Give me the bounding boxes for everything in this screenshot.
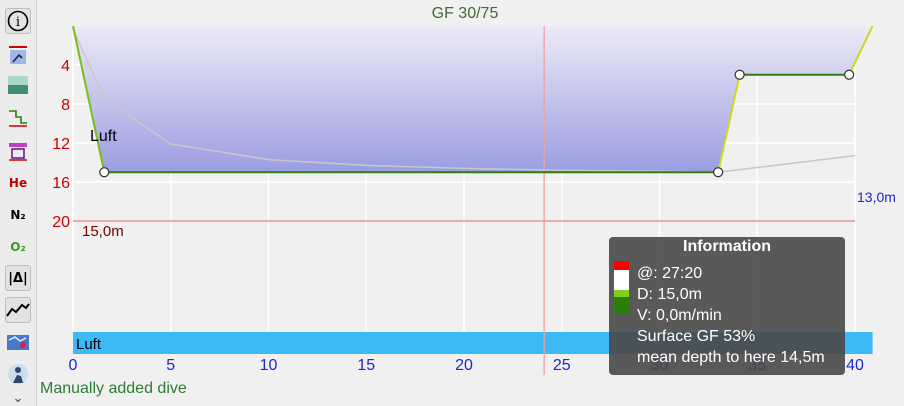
diver-toggle[interactable] [5,361,31,387]
diver-icon [7,363,29,385]
depth-area [73,26,873,173]
max-depth-label: 15,0m [82,223,124,240]
more-toggle[interactable]: ⌄ [5,391,31,405]
info-icon: i [7,10,29,32]
info-mean-depth: mean depth to here 14,5m [637,349,825,366]
info-title: Information [683,238,771,255]
profile-lines [72,25,874,375]
x-tick-label: 25 [553,357,571,374]
dive-status-text: Manually added dive [40,380,187,397]
ruler-icon: |Δ| [8,270,28,286]
scale-icon [6,299,30,321]
profile-markers[interactable] [99,69,855,178]
depth-profile-segment [72,25,106,173]
ruler-toggle[interactable]: |Δ| [5,265,31,291]
x-tick-label: 10 [260,357,278,374]
y-tick-label: 8 [61,97,70,114]
waypoint-handle[interactable] [99,167,110,178]
o2-toggle[interactable]: O₂ [5,234,31,260]
o2-icon: O₂ [10,240,26,254]
gas-bar-label: Luft [76,336,102,353]
y-tick-label: 4 [61,58,70,75]
more-icon: ⌄ [12,390,24,406]
info-velocity: V: 0,0m/min [637,307,722,324]
scale-toggle[interactable] [5,297,31,323]
depth-profile-segment [848,25,874,76]
info-time: @: 27:20 [637,265,703,282]
gas-pressure-icon [614,261,629,313]
y-tick-label: 20 [52,214,70,231]
calculated-ceiling-icon [7,107,29,129]
x-tick-label: 0 [69,357,78,374]
profile-toolbar: i He N₂ O₂ |Δ| ⌄ [0,0,37,406]
info-surface-gf: Surface GF 53% [637,328,756,345]
information-popup: Information @: 27:20 D: 15,0m V: 0,0m/mi… [609,237,845,375]
y-tick-label: 16 [52,175,70,192]
map-icon [6,331,30,353]
tissue-toggle[interactable] [5,138,31,164]
svg-text:i: i [16,15,20,30]
depth-profile-segment [717,74,741,173]
n2-icon: N₂ [10,208,26,222]
ascent-icon [7,44,29,66]
x-tick-label: 40 [846,357,864,374]
x-tick-label: 5 [166,357,175,374]
waypoint-handle[interactable] [734,69,745,80]
info-depth: D: 15,0m [637,286,702,303]
ceiling-toggle[interactable] [5,72,31,98]
surface-depth-label: 13,0m [857,189,896,205]
waypoint-handle[interactable] [844,69,855,80]
calculated-ceiling-toggle[interactable] [5,105,31,131]
he-icon: He [8,176,28,190]
gf-label: GF 30/75 [432,5,499,22]
ceiling-icon [7,74,29,96]
y-tick-label: 12 [52,136,70,153]
x-tick-label: 15 [357,357,375,374]
info-toggle[interactable]: i [5,8,31,34]
depth-fill [73,26,873,173]
gas-label: Luft [90,128,117,145]
he-toggle[interactable]: He [5,170,31,196]
n2-toggle[interactable]: N₂ [5,202,31,228]
map-toggle[interactable] [5,329,31,355]
x-tick-label: 20 [455,357,473,374]
waypoint-handle[interactable] [713,167,724,178]
ascent-toggle[interactable] [5,42,31,68]
tissue-icon [7,140,29,162]
